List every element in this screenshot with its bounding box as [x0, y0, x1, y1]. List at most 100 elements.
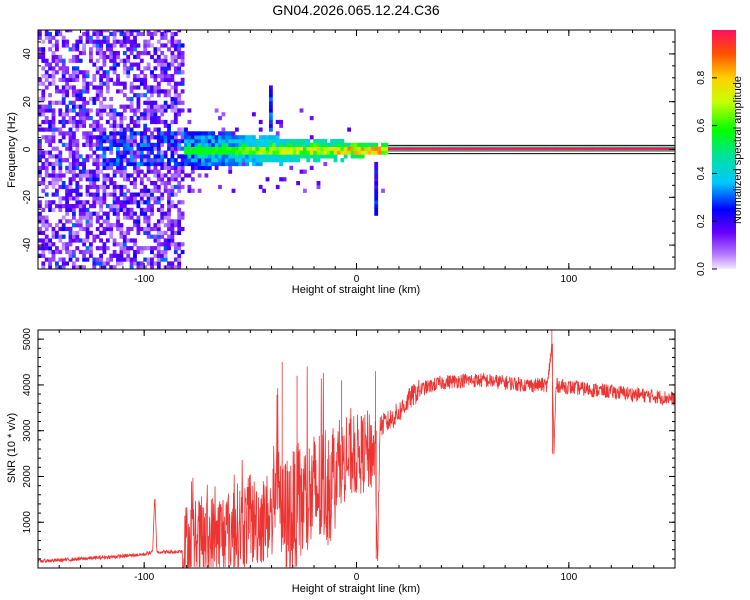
heatmap-cell [156, 127, 161, 132]
heatmap-cell [265, 139, 270, 144]
heatmap-cell [95, 161, 100, 167]
heatmap-cell [72, 54, 76, 60]
heatmap-cell [231, 146, 236, 151]
ytick-label: 2000 [22, 465, 33, 488]
heatmap-cell [82, 74, 86, 79]
heatmap-cell [82, 123, 86, 128]
heatmap-cell [78, 119, 83, 125]
heatmap-cell [55, 246, 59, 251]
heatmap-cell [136, 161, 141, 167]
heatmap-cell [258, 119, 263, 125]
heatmap-cell [133, 181, 137, 186]
heatmap-cell [95, 89, 100, 94]
heatmap-cell [95, 30, 100, 33]
heatmap-cell [75, 246, 80, 251]
heatmap-cell [68, 238, 73, 243]
heatmap-cell [129, 154, 134, 159]
heatmap-cell [177, 215, 182, 220]
heatmap-cell [313, 150, 317, 155]
heatmap-cell [92, 177, 97, 182]
heatmap-cell [85, 211, 90, 216]
heatmap-cell [262, 146, 266, 151]
heatmap-cell [89, 184, 93, 190]
heatmap-cell [160, 207, 165, 212]
heatmap-cell [122, 85, 127, 90]
heatmap-cell [275, 119, 280, 125]
heatmap-cell [75, 43, 80, 48]
heatmap-cell [38, 150, 42, 155]
heatmap-cell [65, 184, 69, 190]
heatmap-cell [350, 146, 355, 151]
heatmap-cell [150, 265, 154, 269]
heatmap-cell [265, 177, 270, 182]
heatmap-cell [150, 108, 154, 113]
heatmap-cell [177, 223, 182, 228]
heatmap-cell [61, 142, 66, 147]
heatmap-cell [160, 253, 165, 258]
heatmap-cell [126, 39, 131, 44]
heatmap-cell [78, 184, 83, 190]
heatmap-cell [116, 77, 120, 82]
heatmap-cell [41, 74, 46, 79]
heatmap-cell [122, 35, 127, 40]
heatmap-cell [163, 100, 168, 105]
heatmap-cell [72, 70, 76, 75]
heatmap-cell [136, 142, 141, 147]
heatmap-cell [337, 139, 341, 144]
heatmap-cell [109, 165, 114, 170]
heatmap-cell [133, 257, 137, 262]
heatmap-cell [187, 146, 192, 151]
heatmap-cell [173, 165, 178, 170]
heatmap-cell [187, 131, 192, 136]
heatmap-cell [374, 169, 379, 174]
heatmap-cell [105, 177, 110, 182]
heatmap-cell [320, 142, 324, 147]
heatmap-cell [163, 93, 168, 98]
heatmap-cell [163, 211, 168, 216]
heatmap-cell [167, 131, 171, 136]
heatmap-cell [296, 150, 300, 155]
heatmap-cell [197, 139, 202, 144]
heatmap-cell [167, 47, 171, 52]
heatmap-cell [269, 150, 273, 155]
heatmap-cell [139, 246, 144, 251]
heatmap-cell [82, 96, 86, 102]
heatmap-cell [92, 119, 97, 125]
heatmap-cell [309, 150, 314, 155]
heatmap-cell [85, 158, 90, 163]
heatmap-cell [272, 135, 277, 140]
heatmap-cell [75, 196, 80, 201]
heatmap-cell [75, 158, 80, 163]
heatmap-cell [126, 161, 131, 167]
heatmap-cell [85, 226, 90, 232]
heatmap-cell [44, 108, 49, 113]
heatmap-cell [156, 74, 161, 79]
heatmap-cell [85, 39, 90, 44]
heatmap-cell [292, 139, 297, 144]
heatmap-cell [95, 39, 100, 44]
heatmap-cell [95, 234, 100, 239]
heatmap-cell [61, 96, 66, 102]
heatmap-cell [51, 58, 56, 63]
heatmap-cell [58, 58, 63, 63]
heatmap-cell [150, 54, 154, 60]
heatmap-cell [95, 158, 100, 163]
heatmap-cell [153, 161, 158, 167]
heatmap-cell [143, 161, 148, 167]
heatmap-cell [95, 261, 100, 266]
heatmap-cell [116, 257, 120, 262]
heatmap-cell [258, 146, 263, 151]
heatmap-cell [204, 173, 209, 178]
heatmap-cell [116, 146, 120, 151]
heatmap-cell [333, 146, 338, 151]
heatmap-cell [143, 246, 148, 251]
heatmap-cell [51, 119, 56, 125]
heatmap-cell [197, 165, 202, 170]
heatmap-cell [160, 35, 165, 40]
heatmap-cell [177, 200, 182, 205]
heatmap-cell [265, 142, 270, 147]
heatmap-cell [126, 173, 131, 178]
heatmap-cell [224, 135, 229, 140]
heatmap-cell [41, 261, 46, 266]
heatmap-cell [55, 70, 59, 75]
